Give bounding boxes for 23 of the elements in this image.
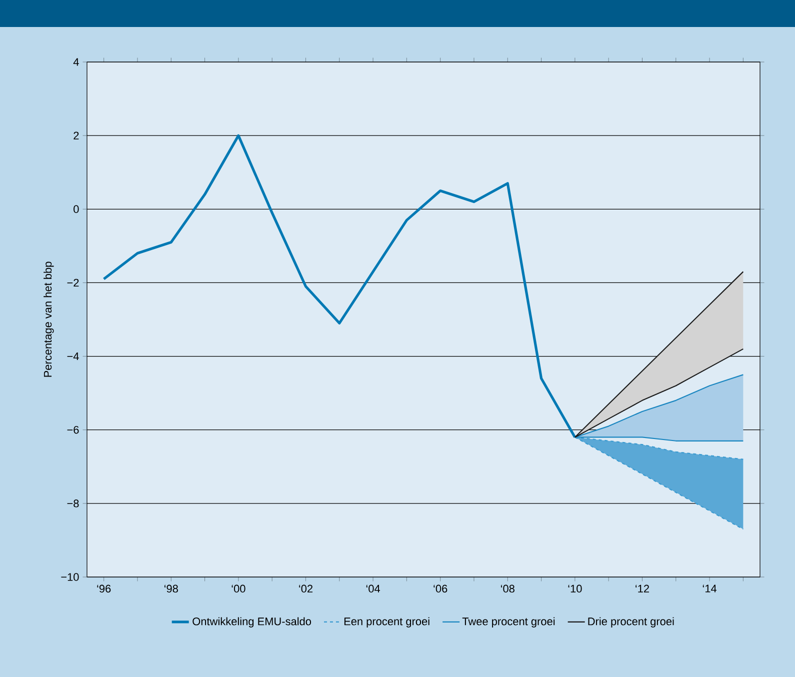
y-tick-label: 4 (73, 58, 79, 66)
legend-label: Drie procent groei (588, 617, 674, 628)
x-tick-label: ‘06 (434, 584, 448, 593)
x-tick-label: ‘02 (299, 584, 312, 593)
legend-label: Twee procent groei (462, 617, 555, 628)
y-tick-label: −4 (67, 352, 79, 360)
y-tick-label: −2 (67, 278, 79, 287)
x-tick-label: ‘10 (568, 584, 582, 593)
x-tick-label: ‘98 (164, 584, 178, 593)
y-tick-label: −10 (61, 573, 79, 581)
x-tick-label: ‘08 (500, 584, 514, 593)
legend-label: Een procent groei (344, 617, 430, 628)
y-tick-label: 0 (74, 205, 79, 214)
y-tick-label: 2 (74, 132, 79, 140)
legend-label: Ontwikkeling EMU-saldo (192, 617, 311, 628)
y-axis-title: Percentage van het bbp (44, 262, 54, 377)
y-tick-label: −8 (67, 500, 79, 508)
x-tick-label: ‘14 (702, 584, 717, 592)
x-tick-label: ‘96 (97, 584, 111, 593)
x-tick-label: ‘04 (366, 584, 380, 593)
x-tick-label: ‘12 (636, 584, 649, 592)
y-tick-label: −6 (67, 426, 79, 434)
x-tick-label: ‘00 (232, 584, 246, 593)
